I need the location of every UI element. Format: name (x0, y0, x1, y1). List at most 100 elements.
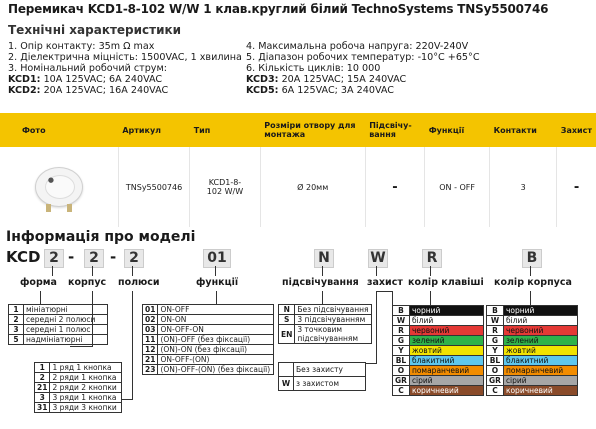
spec-line: 4. Максимальна робоча напруга: 220V-240V (246, 41, 469, 52)
label-key-color: колір клавіші (408, 277, 484, 288)
spec-line: KCD5: 6A 125VAC; 3A 240VAC (246, 85, 480, 96)
product-table: Фото Артикул Тип Розміри отвору для монт… (0, 113, 596, 227)
color-code: G (486, 335, 504, 346)
code-light-box: N (314, 249, 334, 268)
label-body: корпус (68, 277, 107, 288)
form-table: 1 мініатюрні 2 середні 2 полюси 3 середні 1… (8, 304, 108, 345)
color-code: GR (392, 375, 410, 386)
color-name: коричневий (408, 385, 485, 396)
code-separator: - (68, 248, 75, 266)
color-code: C (392, 385, 410, 396)
kcd1-value: 10A 125VAC; 6A 240VAC (40, 74, 163, 85)
table-row: EN 3 точковим підсвічуванням (277, 324, 372, 344)
label-form: форма (20, 277, 57, 288)
label-poles: полюси (118, 277, 160, 288)
kcd3-label: KCD3: (246, 74, 279, 85)
code-functions-box: 01 (203, 249, 231, 268)
label-protection: захист (367, 277, 403, 288)
code-body-box: 2 (84, 249, 104, 268)
spec-line: 5. Діапазон робочих температур: -10°C +6… (246, 52, 480, 63)
label-light: підсвічування (282, 277, 359, 288)
model-prefix: KCD (6, 248, 41, 266)
specs-left: 1. Опір контакту: 35m Ω max 2. Діелектри… (8, 41, 242, 96)
code-body-color-box: B (522, 249, 542, 268)
switch-image: ● (34, 167, 83, 212)
color-row: GR сірий (392, 375, 485, 386)
color-name: жовтий (408, 345, 485, 356)
color-code: G (392, 335, 410, 346)
color-name: червоний (408, 325, 485, 336)
color-name: блакитний (408, 355, 485, 366)
product-photo: ● (0, 147, 119, 227)
table-header-row: Фото Артикул Тип Розміри отвору для монт… (0, 113, 596, 147)
kcd3-value: 20A 125VAC; 15A 240VAC (278, 74, 407, 85)
color-name: червоний (502, 325, 579, 336)
color-name: чорний (502, 305, 579, 316)
label-functions: функції (196, 277, 239, 288)
kcd2-value: 20A 125VAC; 16A 240VAC (40, 85, 169, 96)
color-name: помаранчевий (502, 365, 579, 376)
cell-contacts: 3 (489, 147, 558, 227)
table-row: 11 (ON)-OFF (без фіксації) (141, 334, 274, 345)
header-contacts: Контакти (489, 113, 557, 147)
spec-line: 1. Опір контакту: 35m Ω max (8, 41, 155, 52)
header-article: Артикул (118, 113, 190, 147)
color-name: блакитний (502, 355, 579, 366)
color-name: помаранчевий (408, 365, 485, 376)
color-name: білий (408, 315, 485, 326)
type-value: KCD1-8-102 W/W (206, 178, 244, 196)
color-name: сірий (408, 375, 485, 386)
table-row: 12 (ON)-ON (без фіксації) (141, 344, 274, 355)
kcd5-value: 6A 125VAC; 3A 240VAC (278, 85, 395, 96)
color-code: C (486, 385, 504, 396)
specs-heading: Технічні характеристики (8, 23, 182, 37)
color-code: R (392, 325, 410, 336)
header-photo: Фото (0, 113, 119, 147)
color-code: B (486, 305, 504, 316)
color-code: BL (486, 355, 504, 366)
table-row: 02 ON-ON (141, 314, 274, 325)
code-protection-box: W (368, 249, 388, 268)
table-row: 21 2 ряди 2 кнопки (33, 382, 122, 393)
table-row: 2 середні 2 полюси (8, 314, 108, 325)
table-row: 31 3 ряди 3 кнопки (33, 402, 122, 413)
color-code: B (392, 305, 410, 316)
color-code: W (392, 315, 410, 326)
table-row: 03 ON-OFF-ON (141, 324, 274, 335)
header-protection: Захист (556, 113, 596, 147)
color-code: W (486, 315, 504, 326)
header-hole-size: Розміри отвору для монтажа (260, 113, 366, 147)
cell-functions: ON - OFF (424, 147, 491, 227)
kcd5-label: KCD5: (246, 85, 279, 96)
color-row: GR сірий (486, 375, 579, 386)
table-row: 1 мініатюрні (8, 304, 108, 315)
color-row: BL блакитний (392, 355, 485, 366)
cell-type: KCD1-8-102 W/W (189, 147, 261, 227)
spec-line: KCD1: 10A 125VAC; 6A 240VAC (8, 74, 242, 85)
color-code: R (486, 325, 504, 336)
color-name: білий (502, 315, 579, 326)
color-name: зелений (502, 335, 579, 346)
cell-light: - (365, 147, 426, 227)
kcd1-label: KCD1: (8, 74, 41, 85)
functions-table: 01 ON-OFF 02 ON-ON 03 ON-OFF-ON 11 (ON)-OFF … (141, 304, 274, 375)
color-code: Y (486, 345, 504, 356)
